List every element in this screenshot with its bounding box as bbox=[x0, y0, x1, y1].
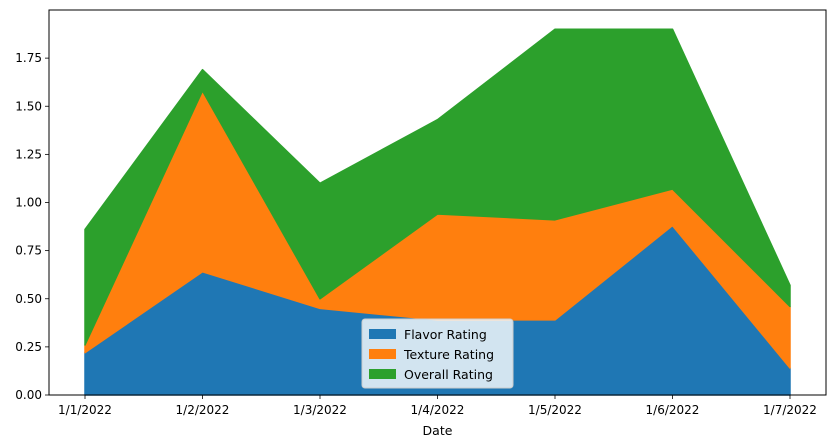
y-tick-label: 1.25 bbox=[15, 147, 42, 161]
x-tick-label: 1/4/2022 bbox=[411, 403, 465, 417]
x-axis-label: Date bbox=[423, 423, 453, 438]
x-tick-label: 1/3/2022 bbox=[293, 403, 347, 417]
legend-box bbox=[361, 318, 514, 389]
legend: Flavor Rating Texture Rating Overall Ratin… bbox=[361, 318, 514, 389]
x-tick-label: 1/5/2022 bbox=[528, 403, 582, 417]
x-tick-label: 1/6/2022 bbox=[646, 403, 700, 417]
legend-swatch bbox=[369, 349, 396, 359]
y-tick-label: 0.25 bbox=[15, 340, 42, 354]
y-tick-label: 1.75 bbox=[15, 51, 42, 65]
area-overall-rating bbox=[84, 28, 791, 346]
y-axis-ticks: 0.00 0.25 0.50 0.75 1.00 1.25 1.50 1.75 bbox=[15, 51, 49, 402]
y-tick-label: 0.00 bbox=[15, 388, 42, 402]
x-axis-ticks: 1/1/2022 1/2/2022 1/3/2022 1/4/2022 1/5/2022… bbox=[58, 395, 817, 417]
legend-label: Overall Rating bbox=[404, 367, 493, 382]
x-tick-label: 1/1/2022 bbox=[58, 403, 112, 417]
legend-label: Flavor Rating bbox=[404, 327, 487, 342]
legend-swatch bbox=[369, 369, 396, 379]
y-tick-label: 0.50 bbox=[15, 292, 42, 306]
y-tick-label: 1.00 bbox=[15, 196, 42, 210]
y-tick-label: 1.50 bbox=[15, 99, 42, 113]
legend-swatch bbox=[369, 329, 396, 339]
legend-label: Texture Rating bbox=[403, 347, 494, 362]
y-tick-label: 0.75 bbox=[15, 244, 42, 258]
x-tick-label: 1/7/2022 bbox=[763, 403, 817, 417]
x-tick-label: 1/2/2022 bbox=[176, 403, 230, 417]
